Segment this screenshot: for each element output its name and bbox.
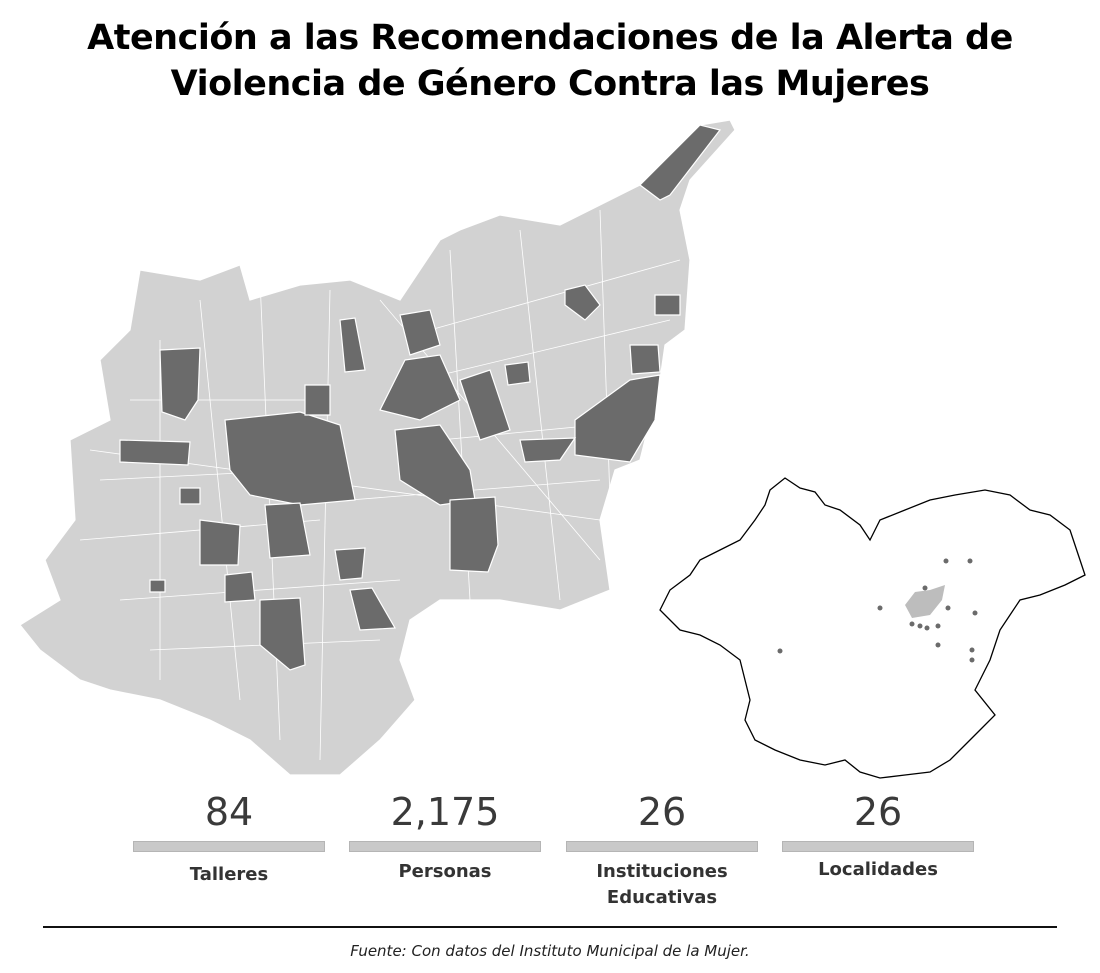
city-silhouette xyxy=(905,585,945,618)
city-map xyxy=(19,119,736,776)
title-line: Atención a las Recomendaciones de la Ale… xyxy=(87,18,1013,58)
stat-bar xyxy=(349,841,541,852)
stat-bar xyxy=(133,841,325,852)
stat-label: Talleres xyxy=(189,864,269,885)
stat-value: 2,175 xyxy=(390,790,500,834)
stat-label: Instituciones Educativas xyxy=(596,861,728,908)
stat-value: 84 xyxy=(204,790,254,834)
divider xyxy=(43,926,1057,928)
region-outline xyxy=(659,477,1086,779)
stat-bar xyxy=(782,841,974,852)
source-note: Fuente: Con datos del Instituto Municipa… xyxy=(350,942,750,960)
blocks xyxy=(79,209,681,761)
stat-value: 26 xyxy=(637,790,687,834)
locations xyxy=(777,558,978,663)
region-map xyxy=(659,477,1086,779)
stat-label: Personas xyxy=(398,861,492,882)
attended-zones xyxy=(119,124,722,671)
stat-bar xyxy=(566,841,758,852)
title-line: Violencia de Género Contra las Mujeres xyxy=(170,64,930,104)
city-area xyxy=(19,119,736,776)
stat-value: 26 xyxy=(853,790,903,834)
stat-label: Localidades xyxy=(818,859,938,880)
